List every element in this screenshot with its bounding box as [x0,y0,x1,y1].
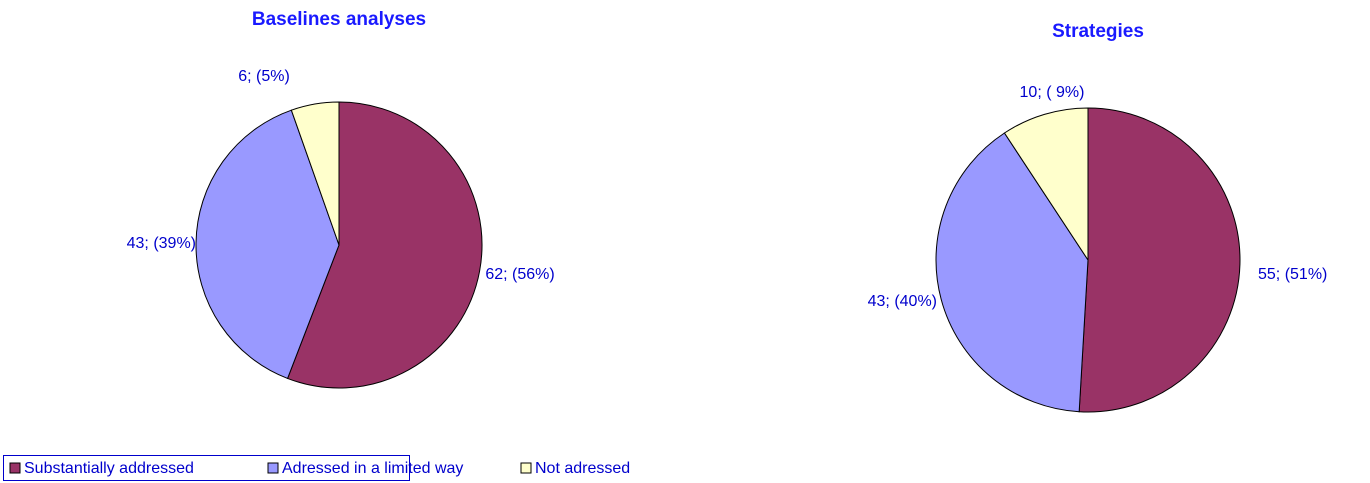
pie-slice [195,109,340,380]
data-label: 62; (56%) [485,266,554,283]
pie-slice [286,101,483,389]
legend-swatch [9,462,21,474]
pie-slice [1003,107,1089,262]
legend-label: Substantially addressed [24,460,194,477]
pie-slice [1078,107,1241,413]
chart-title: Strategies [1052,21,1144,42]
legend-box [3,455,410,481]
data-label: 43; (40%) [868,293,937,310]
legend-label: Not adressed [535,460,630,477]
data-label: 55; (51%) [1258,266,1327,283]
legend-swatch [267,462,279,474]
pie-slice [290,101,340,246]
data-label: 10; ( 9%) [1020,84,1085,101]
chart-title: Baselines analyses [252,9,426,30]
data-label: 6; (5%) [238,68,290,85]
legend-label: Adressed in a limited way [282,460,463,477]
data-label: 43; (39%) [127,235,196,252]
legend-swatch [520,462,532,474]
